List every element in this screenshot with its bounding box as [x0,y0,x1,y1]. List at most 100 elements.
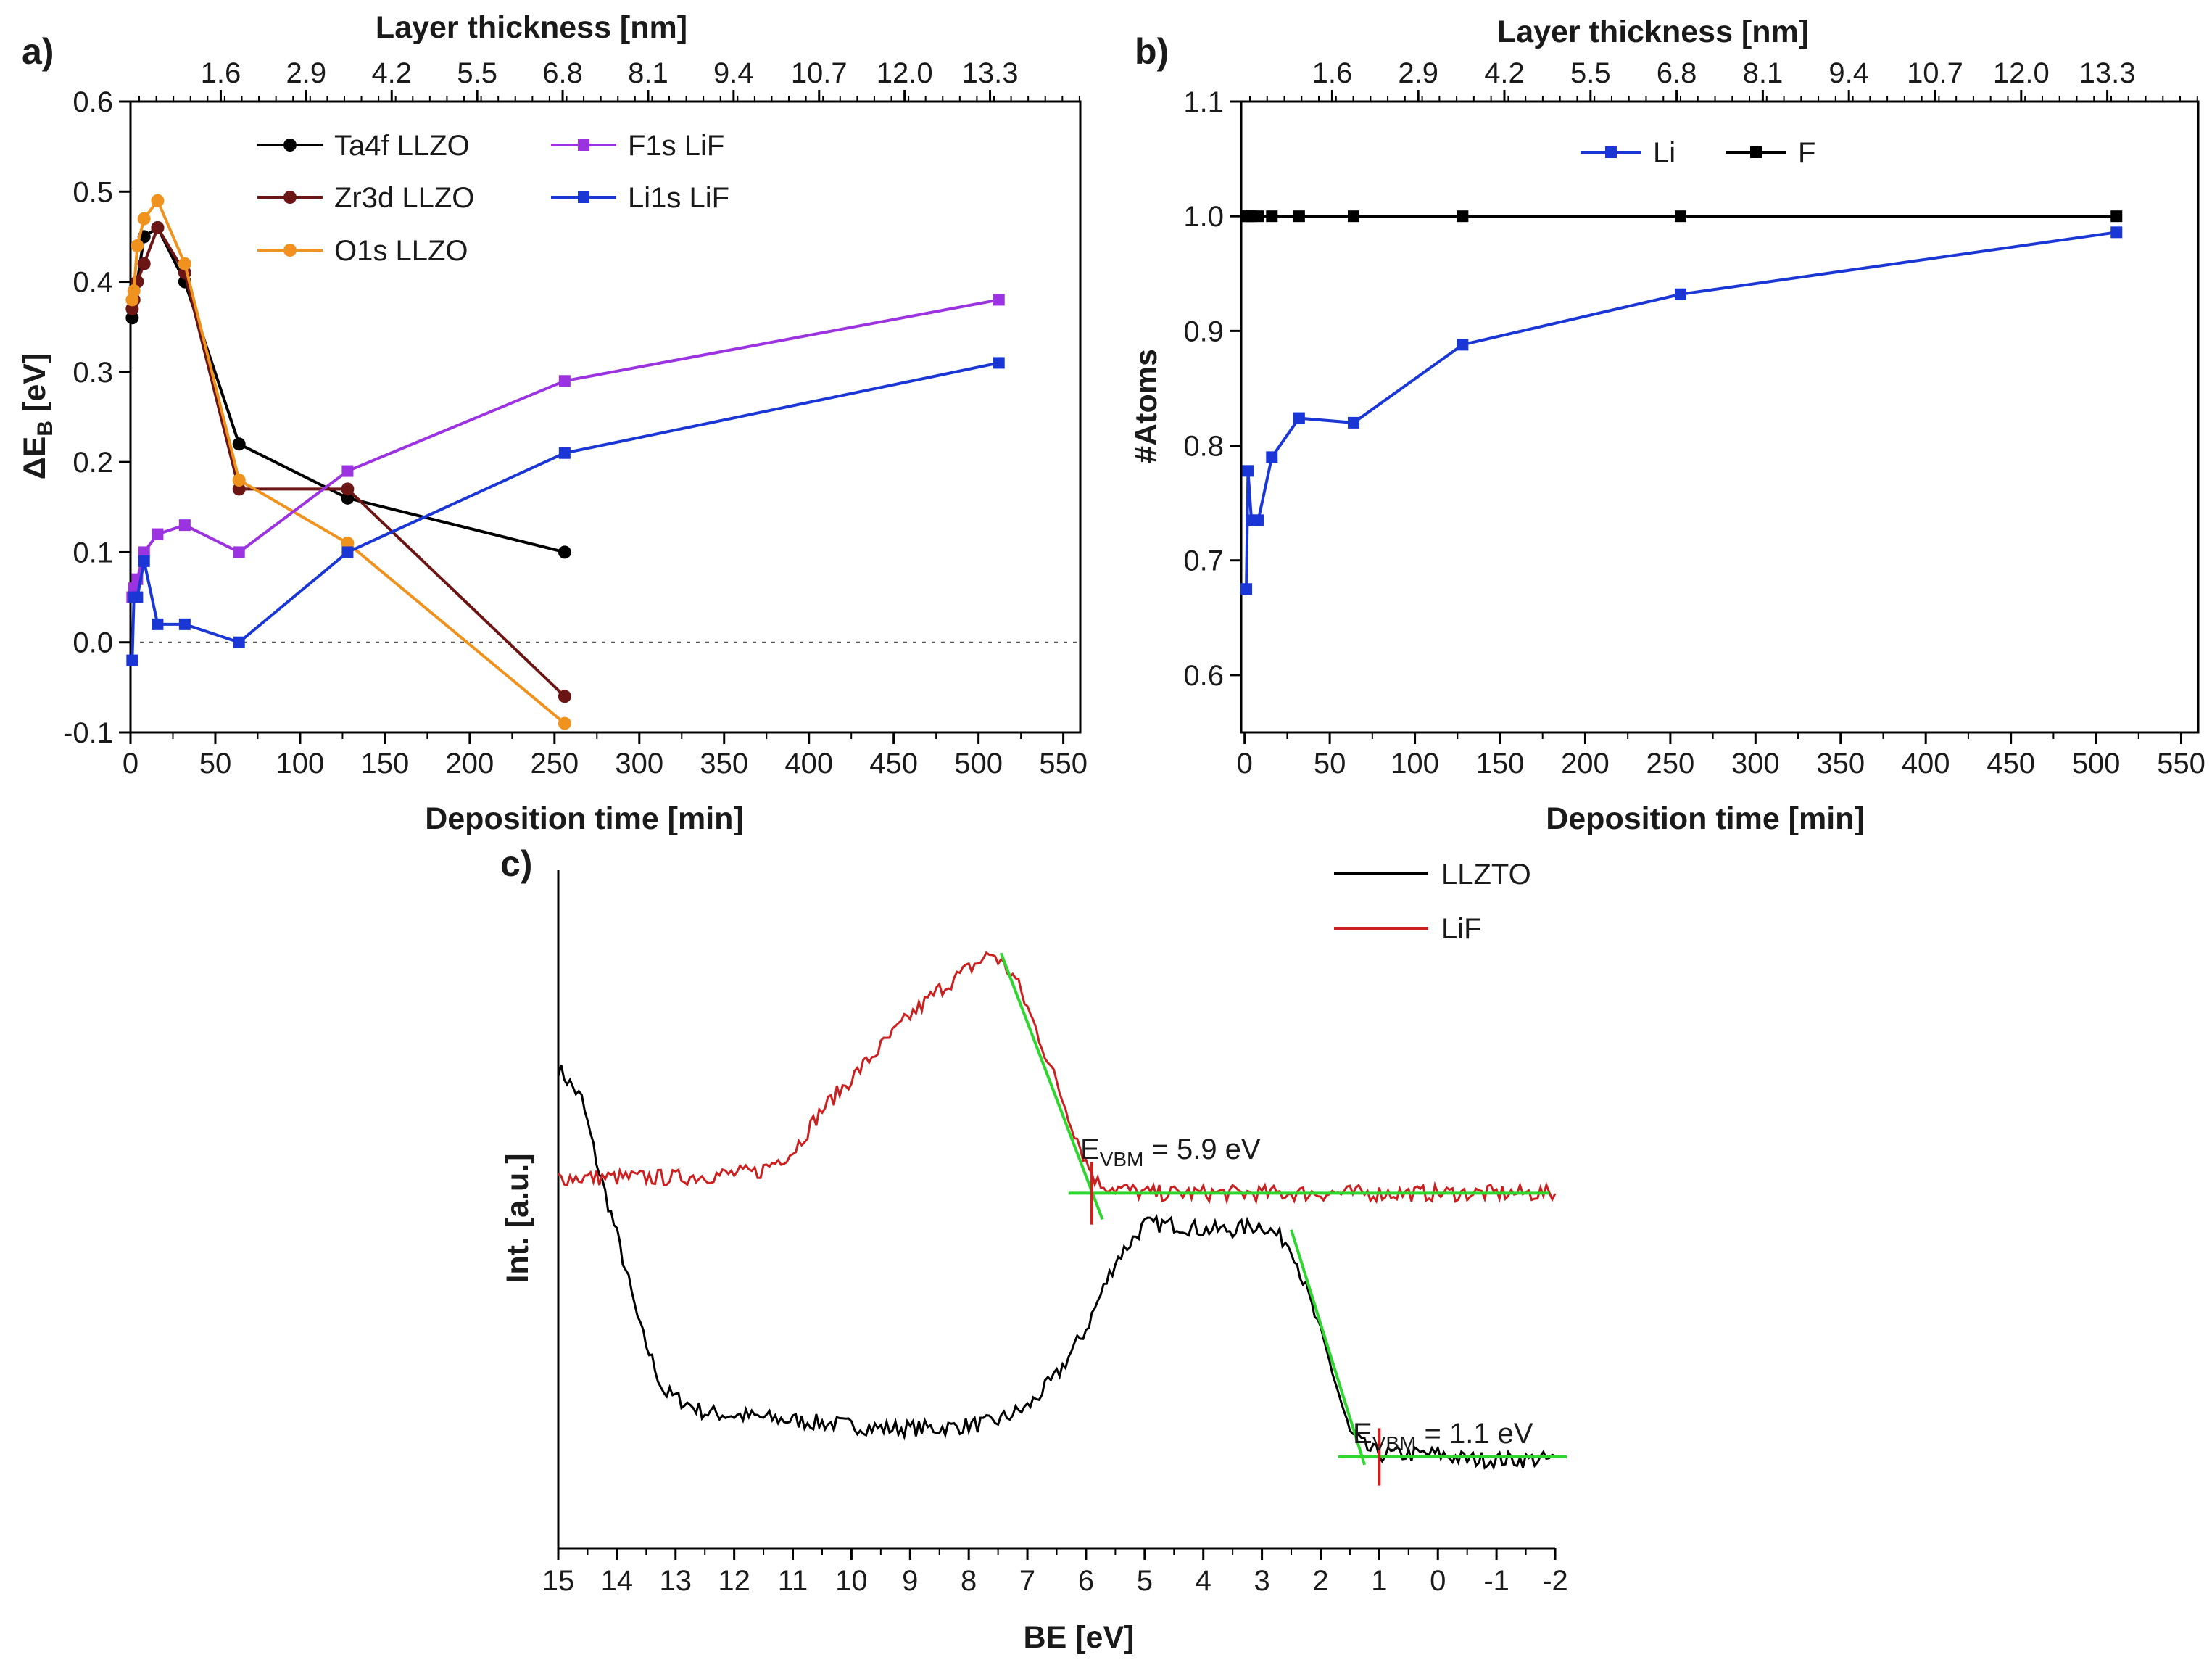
panel-c-x-axis-title: BE [eV] [1024,1620,1135,1655]
panel-a-top-tick-label: 6.8 [542,57,583,89]
legend-marker [1750,146,1762,158]
panel-c-x-tick-label: 2 [1312,1565,1328,1597]
panel-b-top-tick-label: 1.6 [1312,57,1353,89]
legend-marker [578,191,589,203]
panel-a-top-tick-label: 9.4 [713,57,754,89]
panel-a-y-axis-title: ΔEB [eV] [17,353,57,479]
panel-c-x-tick-label: 10 [835,1565,868,1597]
panel-c-x-tick-label: 9 [902,1565,918,1597]
panel-a-data-point [993,294,1005,306]
panel-b-label: b) [1135,31,1169,72]
panel-a-plot-frame [129,100,1082,734]
panel-a-x-tick-label: 350 [700,748,748,780]
panel-a-data-point [137,212,151,226]
vbm-annotation: EVBM = 5.9 eV [1080,1133,1261,1170]
panel-a-x-tick-label: 450 [869,748,918,780]
legend-marker [283,191,297,204]
panel-b-x-tick-label: 300 [1731,748,1780,780]
panel-a-x-axis-title: Deposition time [min] [425,801,744,836]
panel-a-data-point [178,257,191,270]
panel-a-x-tick-label: 400 [784,748,833,780]
panel-c-legend: LLZTO LiF [1334,859,1531,945]
panel-a-data-point [993,357,1005,369]
panel-a-chart: a) Layer thickness [nm] Deposition time … [17,10,1088,836]
panel-c-x-tick-label: 4 [1196,1565,1211,1597]
panel-b-data-point [1457,210,1469,223]
panel-a-data-point [178,519,191,532]
panel-a-y-tick-label: 0.0 [73,627,113,659]
llzto-edge-fit-line [1290,1229,1367,1466]
panel-a-data-point [127,284,141,297]
panel-b-data-point [1240,583,1253,595]
panel-a-y-tick-label: 0.4 [73,267,113,299]
panel-b-data-point [1242,465,1254,477]
panel-c-x-tick-label: 0 [1430,1565,1446,1597]
panel-b-top-axis-title: Layer thickness [nm] [1497,15,1809,49]
panel-a-data-point [232,437,246,451]
panel-a-data-point [151,194,165,207]
panel-c-chart: c) BE [eV] Int. [a.u.] 15 14 13 12 11 10 9 8 7 6 5… [500,843,1568,1655]
panel-b-top-tick-label: 2.9 [1398,57,1438,89]
panel-b-plot-frame [1240,100,2200,734]
legend-label: Ta4f LLZO [334,130,470,162]
panel-a-data-point [137,257,151,270]
panel-b-top-tick-label: 5.5 [1570,57,1611,89]
panel-b-y-tick-label: 0.7 [1183,545,1224,577]
panel-a-data-point [131,239,144,252]
panel-a-series-line-2 [131,197,566,725]
panel-a-top-tick-label: 1.6 [201,57,241,89]
panel-a-data-point [138,555,150,567]
panel-a-y-tick-label: 0.3 [73,357,113,389]
legend-marker [578,139,589,151]
panel-b-x-tick-label: 400 [1902,748,1950,780]
panel-a-data-point [558,690,571,703]
panel-b-y-tick-label: 0.8 [1183,431,1224,463]
panel-b-x-tick-label: 450 [1987,748,2035,780]
panel-a-data-point [341,465,354,477]
panel-c-label: c) [500,843,532,884]
panel-a-data-point [558,375,571,387]
panel-b-y-tick-label: 1.0 [1183,201,1224,233]
panel-b-top-tick-label: 13.3 [2079,57,2136,89]
panel-c-spectrum-0 [557,1064,1556,1471]
panel-a-x-tick-label: 50 [199,748,232,780]
panel-b-top-tick-label: 4.2 [1484,57,1525,89]
panel-b-x-tick-label: 150 [1476,748,1525,780]
panel-a-series-line-1 [131,224,566,698]
panel-a-top-tick-label: 4.2 [371,57,412,89]
panel-a-legend: Ta4f LLZO Zr3d LLZO O1s LLZO F1s LiF Li1s Li… [257,130,729,267]
panel-b-data-point [1266,210,1278,223]
panel-b-data-point [1348,210,1360,223]
panel-a-y-tick-label: -0.1 [63,717,113,749]
panel-b-x-axis-title: Deposition time [min] [1546,801,1865,836]
panel-a-data-point [178,618,191,630]
panel-b-legend: Li F [1581,137,1815,169]
panel-c-x-tick-label: 11 [778,1565,808,1597]
panel-a-data-point [558,545,571,559]
panel-c-spectrum-1 [558,951,1557,1205]
panel-a-data-point [128,582,140,595]
panel-a-data-point [131,591,144,603]
panel-c-x-tick-label: 15 [542,1565,575,1597]
panel-a-y-tick-label: 0.1 [73,537,113,569]
panel-b-x-tick-label: 100 [1391,748,1439,780]
panel-a-x-tick-label: 550 [1039,748,1088,780]
panel-a-top-tick-label: 8.1 [628,57,668,89]
panel-a-data-point [233,636,245,648]
legend-label: F [1798,137,1815,169]
panel-a-data-point [125,311,139,325]
panel-c-x-tick-label: 1 [1371,1565,1387,1597]
panel-a-data-point [138,546,150,558]
lif-edge-fit-line [999,952,1104,1220]
panel-a-series-line-4 [131,361,1000,661]
panel-b-x-tick-label: 350 [1816,748,1865,780]
panel-a-x-tick-label: 0 [123,748,138,780]
panel-b-top-tick-label: 6.8 [1657,57,1697,89]
panel-b-data-point [1252,210,1264,223]
panel-c-x-tick-label: 3 [1254,1565,1269,1597]
panel-b-x-tick-label: 500 [2072,748,2121,780]
panel-b-data-point [1293,210,1305,223]
panel-c-x-tick-label: 13 [660,1565,692,1597]
panel-a-x-tick-label: 100 [276,748,325,780]
